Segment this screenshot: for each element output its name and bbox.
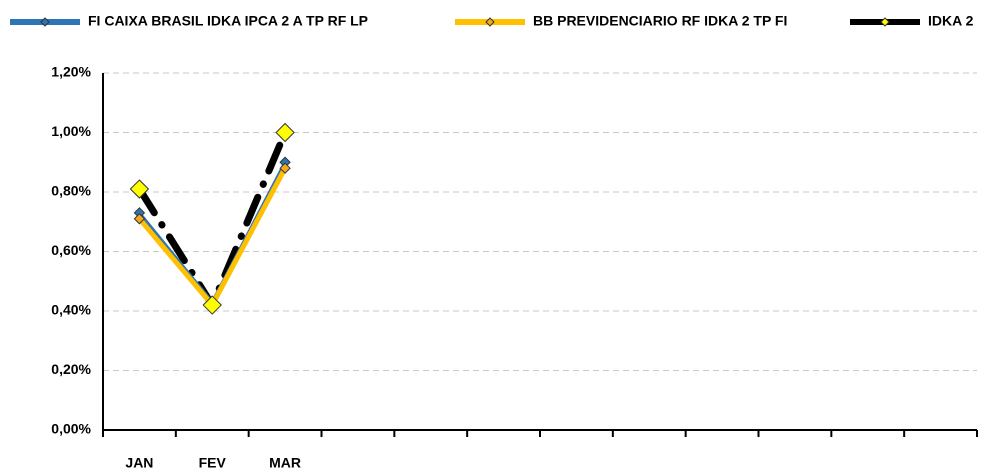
marker [133,213,146,225]
marker [279,162,291,174]
x-tick-label: FEV [199,455,227,471]
x-tick-label: JAN [125,455,153,471]
y-tick-label: 1,00% [51,123,91,139]
y-tick-label: 0,20% [51,361,91,377]
marker [275,122,295,143]
y-tick-label: 0,40% [51,302,91,318]
series-line [136,165,288,308]
marker [202,295,222,315]
series-line [135,129,289,309]
y-tick-label: 0,00% [51,421,91,437]
legend-marker [40,17,50,27]
legend-marker [485,17,495,27]
legend-label: BB PREVIDENCIARIO RF IDKA 2 TP FI [533,13,787,29]
legend-label: IDKA 2 [928,13,974,29]
y-tick-label: 1,20% [51,64,91,80]
y-tick-label: 0,60% [51,242,91,258]
marker [129,179,150,199]
x-tick-label: MAR [269,455,301,471]
legend-marker [880,17,890,27]
y-tick-label: 0,80% [51,183,91,199]
legend-label: FI CAIXA BRASIL IDKA IPCA 2 A TP RF LP [88,13,368,29]
